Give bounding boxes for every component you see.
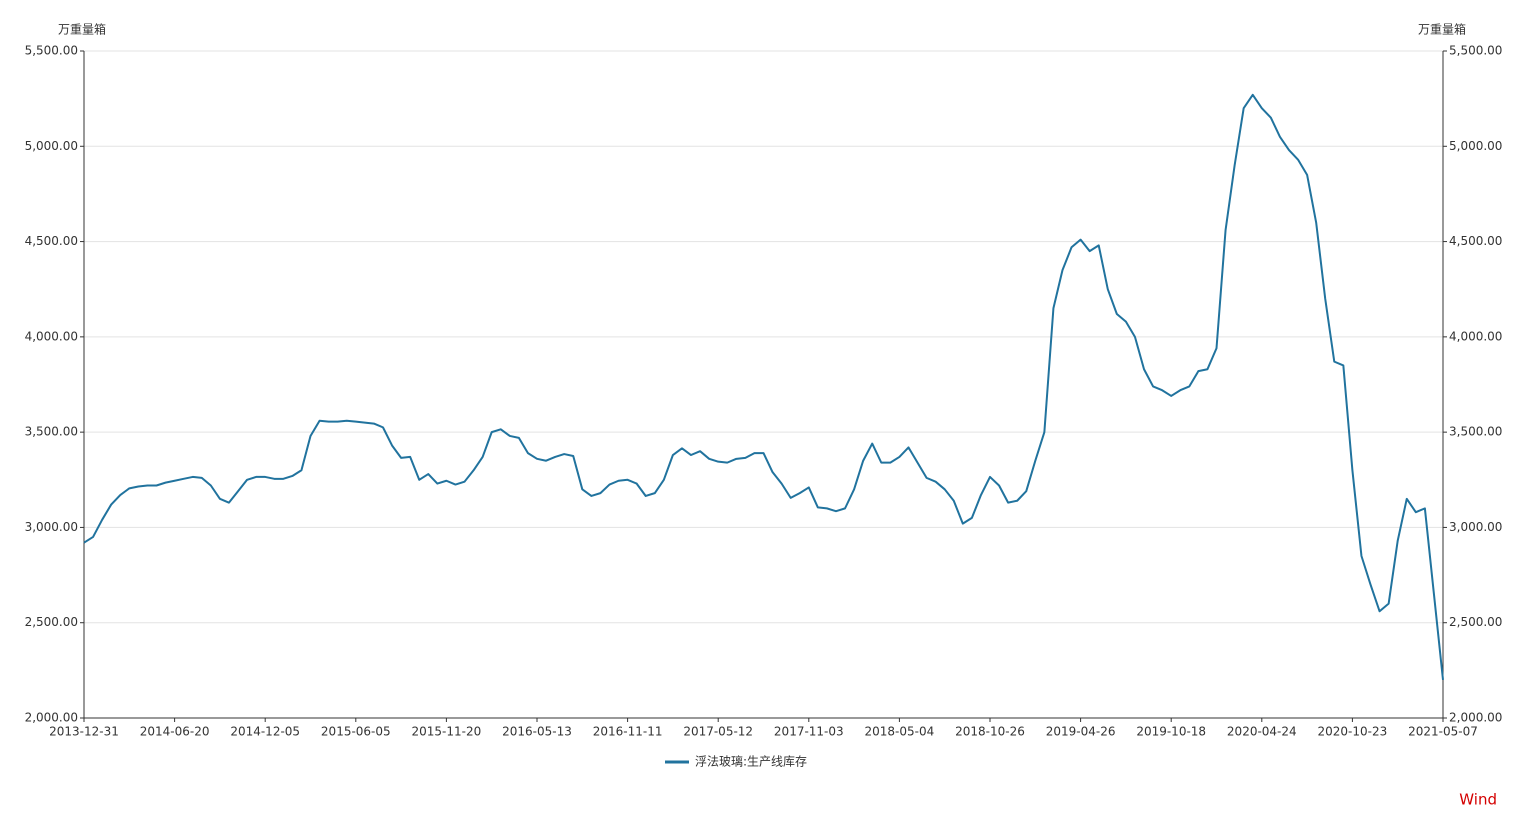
x-tick-label: 2018-05-04 (865, 725, 935, 739)
x-tick-label: 2013-12-31 (49, 725, 119, 739)
x-tick-label: 2015-06-05 (321, 725, 391, 739)
y2-tick-label: 5,500.00 (1449, 44, 1502, 58)
y-tick-label: 4,000.00 (25, 329, 78, 343)
x-tick-label: 2020-10-23 (1318, 725, 1388, 739)
line (83, 93, 1444, 680)
y-tick-label: 5,500.00 (25, 44, 78, 58)
source: Wind (1459, 791, 1497, 809)
x-tick-label: 2017-11-03 (774, 725, 844, 739)
y2-axis-label: 万重量箱 (1418, 22, 1466, 37)
y2-tick-label: 3,500.00 (1449, 425, 1502, 439)
x-tick-label: 2014-12-05 (230, 725, 300, 739)
x-tick-label: 2017-05-12 (683, 725, 753, 739)
y-tick-label: 2,000.00 (25, 711, 78, 725)
x-tick-label: 2018-10-26 (955, 725, 1025, 739)
y2-tick-label: 4,000.00 (1449, 329, 1502, 343)
y-tick-label: 3,500.00 (25, 425, 78, 439)
y2-tick-label: 4,500.00 (1449, 234, 1502, 248)
y-tick-label: 5,000.00 (25, 139, 78, 153)
x-tick-label: 2020-04-24 (1227, 725, 1297, 739)
x-tick-label: 2016-05-13 (502, 725, 572, 739)
y2-tick-label: 5,000.00 (1449, 139, 1502, 153)
y-tick-label: 3,000.00 (25, 520, 78, 534)
y2-tick-label: 2,000.00 (1449, 711, 1502, 725)
y-axis-label: 万重量箱 (58, 22, 106, 37)
y2-tick-label: 2,500.00 (1449, 615, 1502, 629)
x-tick-label: 2019-04-26 (1046, 725, 1116, 739)
x-tick-label: 2016-11-11 (593, 725, 663, 739)
legend-label: 浮法玻璃:生产线库存 (695, 754, 807, 769)
y-tick-label: 4,500.00 (25, 234, 78, 248)
x-tick-label: 2014-06-20 (140, 725, 210, 739)
y-tick-label: 2,500.00 (25, 615, 78, 629)
x-tick-label: 2019-10-18 (1136, 725, 1206, 739)
x-tick-label: 2015-11-20 (412, 725, 482, 739)
y2-tick-label: 3,000.00 (1449, 520, 1502, 534)
x-tick-label: 2021-05-07 (1408, 725, 1478, 739)
